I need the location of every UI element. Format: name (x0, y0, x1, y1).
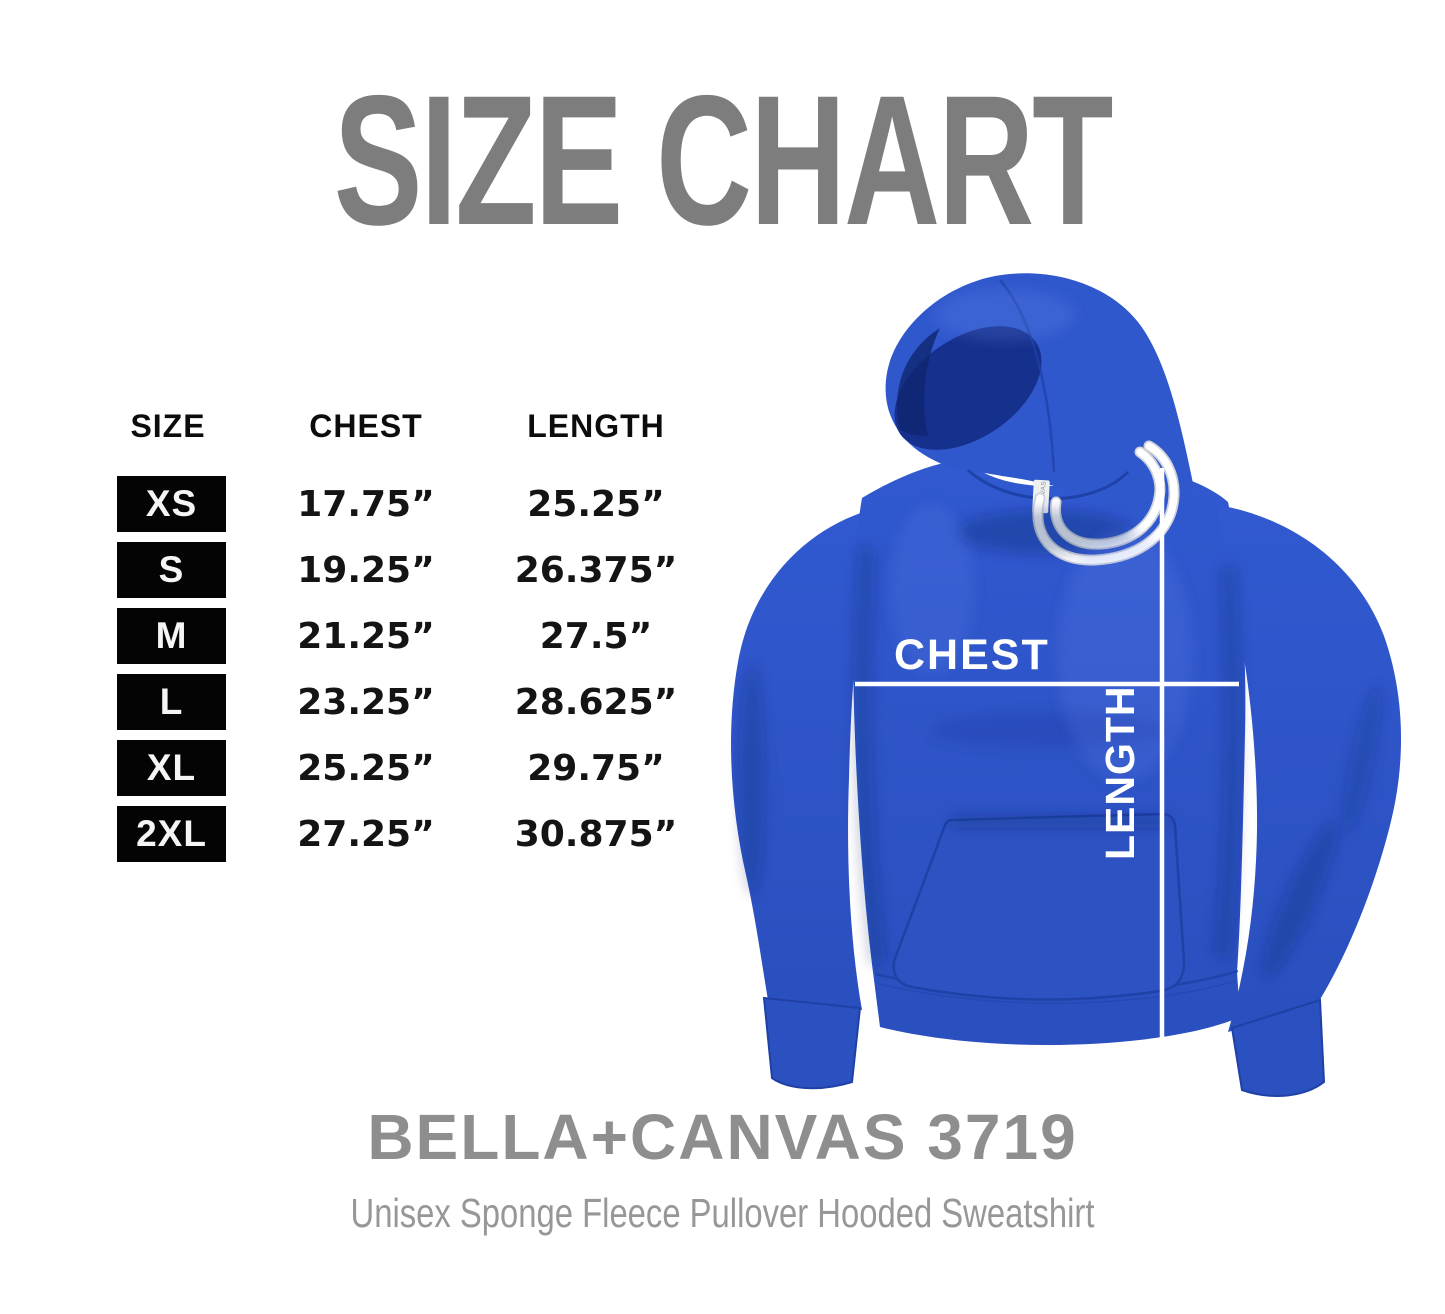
column-header-chest: CHEST (309, 408, 423, 444)
length-value: 25.25” (527, 484, 665, 525)
length-value: 29.75” (527, 748, 665, 789)
product-name: BELLA+CANVAS 3719 (367, 1101, 1078, 1173)
hoodie-illustration: CANVAS CHEST (731, 273, 1402, 1097)
size-badge-m: M (117, 608, 226, 664)
size-badge-s: S (117, 542, 226, 598)
hood-inner-shadow (896, 328, 940, 436)
length-label: LENGTH (1097, 685, 1143, 860)
fabric-highlights (890, 289, 1193, 780)
size-badge-xs: XS (117, 476, 226, 532)
measurement-overlay: CHEST LENGTH (855, 468, 1239, 1044)
page-title: SIZE CHART (333, 58, 1114, 264)
hem-seam-2 (878, 980, 1237, 1004)
hoodie-left-sleeve (731, 510, 876, 1010)
product-description: Unisex Sponge Fleece Pullover Hooded Swe… (350, 1190, 1095, 1236)
chest-value: 23.25” (297, 682, 435, 723)
length-value: 30.875” (514, 814, 678, 855)
hoodie-left-cuff (762, 996, 862, 1090)
chest-value: 19.25” (297, 550, 435, 591)
chest-value: 17.75” (297, 484, 435, 525)
hoodie-right-cuff (1230, 998, 1326, 1097)
length-value: 26.375” (514, 550, 678, 591)
collar-seam (966, 468, 1130, 501)
chest-value: 25.25” (297, 748, 435, 789)
chest-value: 27.25” (297, 814, 435, 855)
fabric-shading (739, 510, 1381, 978)
chest-label: CHEST (894, 631, 1050, 679)
size-badge-2xl: 2XL (117, 806, 226, 862)
length-value: 27.5” (539, 616, 653, 657)
size-badge-xl: XL (117, 740, 226, 796)
hoodie-right-sleeve (1218, 505, 1402, 1032)
length-value: 28.625” (514, 682, 678, 723)
hoodie-pocket (892, 812, 1186, 1001)
hood-opening (894, 326, 1042, 450)
column-header-size: SIZE (130, 408, 206, 444)
column-header-length: LENGTH (527, 408, 665, 444)
chest-value: 21.25” (297, 616, 435, 657)
size-badge-l: L (117, 674, 226, 730)
